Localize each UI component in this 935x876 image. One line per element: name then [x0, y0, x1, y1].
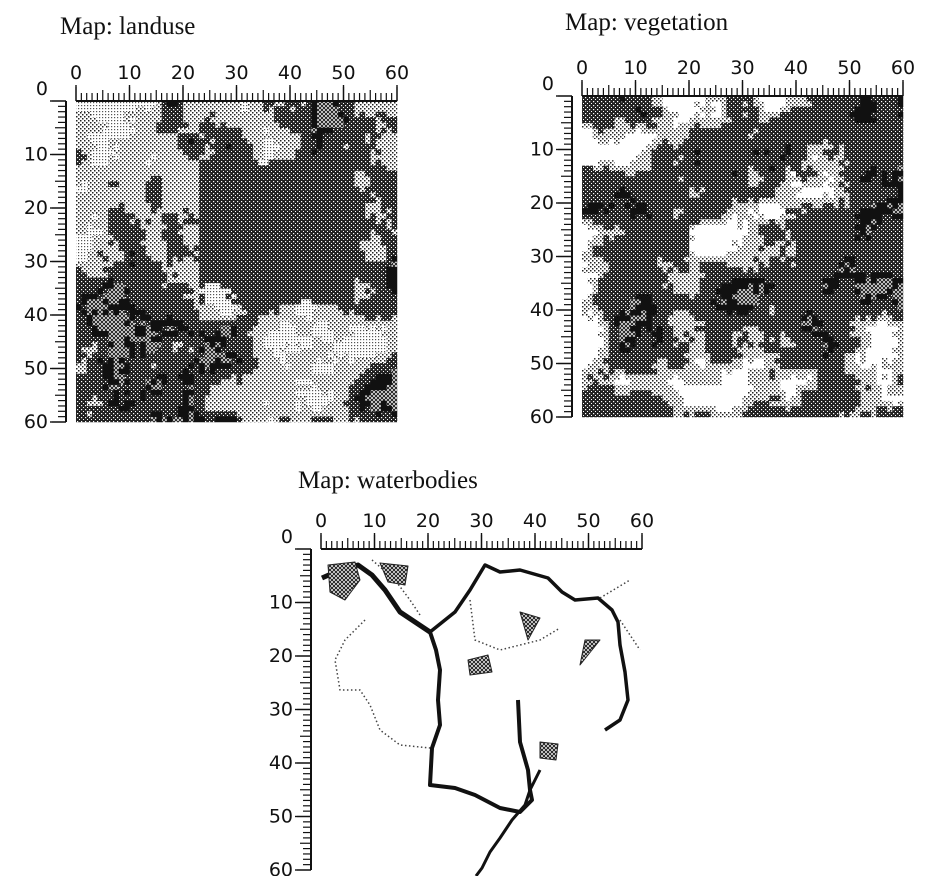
river-main	[428, 631, 534, 814]
x-tick-label: 40	[523, 510, 547, 532]
x-tick-label: 10	[117, 62, 141, 84]
x-tick-label: 40	[278, 62, 302, 84]
map-texture	[76, 101, 387, 423]
river-south	[474, 769, 542, 876]
y-tick-label: 40	[530, 299, 554, 321]
map-texture	[76, 101, 398, 423]
map-texture	[76, 101, 398, 423]
x-tick-label: 60	[385, 62, 409, 84]
x-tick-label: 30	[730, 57, 754, 79]
marsh	[327, 561, 601, 761]
y-tick-label: 0	[542, 73, 554, 95]
y-tick-label: 0	[36, 78, 48, 100]
river-north	[428, 563, 630, 732]
y-tick-label: 60	[530, 406, 554, 428]
map-texture	[582, 96, 904, 359]
y-tick-label: 50	[269, 806, 293, 828]
map-title: Map: landuse	[60, 13, 195, 40]
y-tick-label: 50	[24, 358, 48, 380]
map-title: Map: vegetation	[565, 9, 729, 36]
y-tick-label: 60	[24, 411, 48, 433]
x-tick-label: 60	[630, 510, 654, 532]
x-tick-label: 50	[837, 57, 861, 79]
y-tick-label: 0	[281, 526, 293, 548]
y-tick-label: 10	[530, 139, 554, 161]
map-texture	[582, 96, 904, 418]
map-panel: Map: landuse 0 10 20 30 40 50 60 0 10 20 30 40 50 60	[24, 13, 409, 433]
x-tick-label: 50	[331, 62, 355, 84]
x-tick-label: 30	[224, 62, 248, 84]
y-tick-label: 40	[269, 752, 293, 774]
x-tick-label: 0	[315, 510, 327, 532]
y-tick-label: 60	[269, 859, 293, 876]
x-tick-label: 0	[70, 62, 82, 84]
y-tick-label: 10	[24, 144, 48, 166]
x-tick-label: 30	[469, 510, 493, 532]
x-tick-label: 20	[171, 62, 195, 84]
x-tick-label: 20	[677, 57, 701, 79]
map-texture	[76, 101, 398, 423]
y-tick-label: 30	[269, 699, 293, 721]
x-tick-label: 10	[362, 510, 386, 532]
x-tick-label: 60	[891, 57, 915, 79]
y-tick-label: 50	[530, 353, 554, 375]
y-tick-label: 10	[269, 592, 293, 614]
x-tick-label: 40	[784, 57, 808, 79]
water-features	[320, 559, 641, 876]
y-tick-label: 30	[530, 246, 554, 268]
y-tick-label: 20	[24, 197, 48, 219]
dotted-boundary	[334, 559, 641, 749]
x-tick-label: 50	[576, 510, 600, 532]
map-panel: Map: vegetation 0 10 20 30 40 50 60 0 10 20 30 40 50 6…	[530, 9, 915, 428]
x-tick-label: 10	[623, 57, 647, 79]
y-tick-label: 20	[530, 192, 554, 214]
y-tick-label: 20	[269, 645, 293, 667]
map-panel: Map: waterbodies 0 10 20 30 40 50 60 0 10 20 30 40 50…	[269, 467, 654, 876]
y-tick-label: 40	[24, 304, 48, 326]
x-tick-label: 20	[416, 510, 440, 532]
x-tick-label: 0	[576, 57, 588, 79]
y-tick-label: 30	[24, 251, 48, 273]
map-title: Map: waterbodies	[298, 467, 478, 494]
